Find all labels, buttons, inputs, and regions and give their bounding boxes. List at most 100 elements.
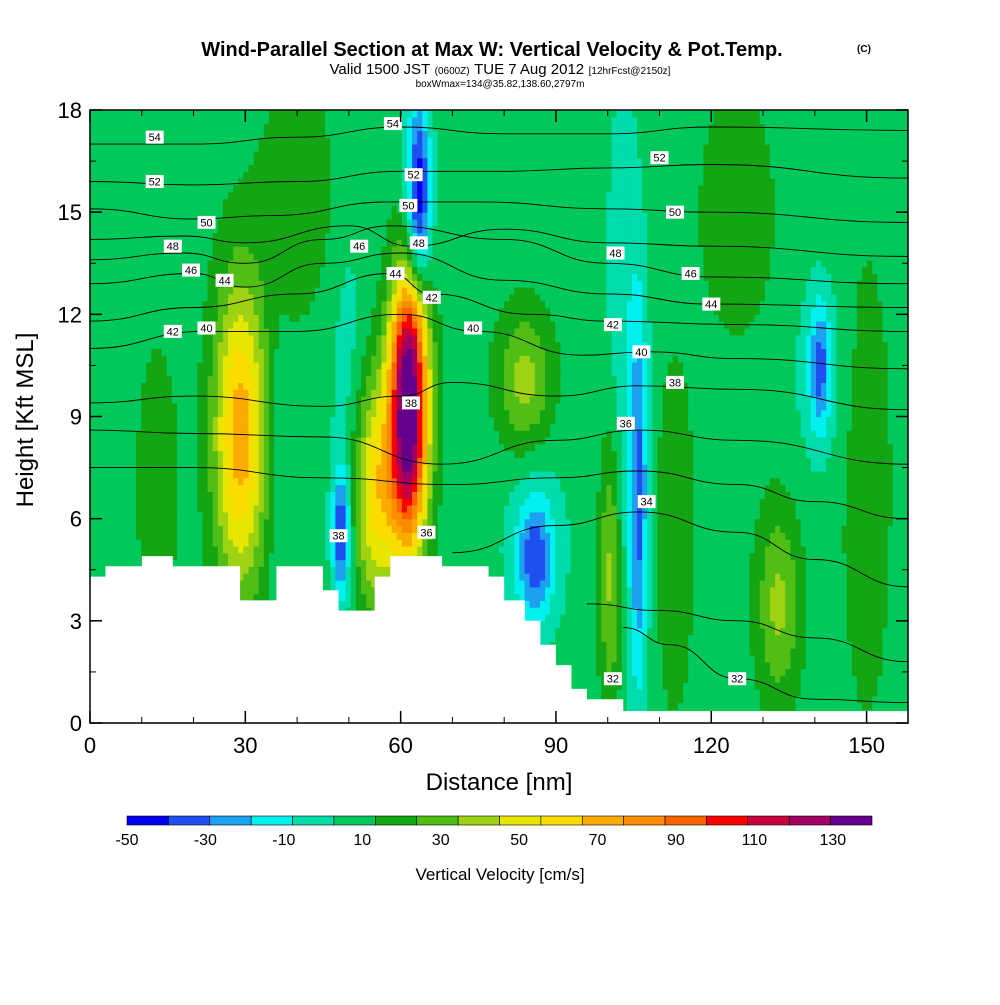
velocity-cell bbox=[207, 348, 214, 356]
velocity-cell bbox=[110, 511, 117, 520]
velocity-cell bbox=[222, 362, 229, 370]
velocity-cell bbox=[228, 321, 234, 329]
velocity-cell bbox=[335, 389, 342, 397]
velocity-cell bbox=[202, 212, 209, 220]
velocity-cell bbox=[161, 525, 168, 533]
velocity-cell bbox=[350, 327, 357, 336]
velocity-cell bbox=[279, 198, 285, 206]
velocity-cell bbox=[110, 484, 117, 493]
velocity-cell bbox=[360, 539, 367, 547]
velocity-cell bbox=[243, 375, 250, 384]
velocity-cell bbox=[320, 314, 326, 322]
velocity-cell bbox=[156, 266, 163, 275]
velocity-cell bbox=[325, 470, 331, 479]
velocity-cell bbox=[228, 239, 234, 247]
velocity-cell bbox=[330, 198, 336, 206]
velocity-cell bbox=[110, 137, 117, 145]
velocity-cell bbox=[294, 225, 301, 234]
velocity-cell bbox=[207, 239, 214, 247]
velocity-cell bbox=[222, 545, 229, 554]
velocity-cell bbox=[141, 239, 147, 247]
velocity-cell bbox=[238, 545, 244, 554]
velocity-cell bbox=[360, 184, 367, 193]
velocity-cell bbox=[284, 348, 290, 356]
velocity-cell bbox=[105, 266, 112, 275]
velocity-cell bbox=[309, 518, 316, 527]
velocity-cell bbox=[100, 123, 106, 132]
velocity-cell bbox=[263, 198, 270, 206]
velocity-cell bbox=[238, 573, 244, 581]
velocity-cell bbox=[166, 484, 173, 493]
velocity-cell bbox=[171, 532, 178, 540]
velocity-cell bbox=[340, 491, 347, 499]
velocity-cell bbox=[95, 218, 101, 227]
velocity-cell bbox=[248, 525, 255, 533]
velocity-cell bbox=[320, 511, 326, 520]
velocity-cell bbox=[171, 436, 178, 445]
velocity-cell bbox=[146, 287, 152, 295]
velocity-cell bbox=[100, 443, 106, 452]
velocity-cell bbox=[243, 225, 250, 234]
velocity-cell bbox=[151, 280, 158, 288]
velocity-cell bbox=[166, 178, 173, 186]
velocity-cell bbox=[360, 327, 367, 336]
velocity-cell bbox=[350, 178, 357, 186]
velocity-cell bbox=[238, 436, 244, 445]
velocity-cell bbox=[304, 382, 311, 390]
velocity-cell bbox=[309, 409, 316, 418]
velocity-cell bbox=[274, 123, 280, 132]
velocity-cell bbox=[289, 341, 296, 349]
velocity-cell bbox=[197, 178, 204, 186]
velocity-cell bbox=[299, 266, 306, 275]
velocity-cell bbox=[253, 150, 260, 159]
velocity-cell bbox=[279, 225, 285, 234]
velocity-cell bbox=[366, 341, 372, 349]
velocity-cell bbox=[222, 464, 229, 472]
velocity-cell bbox=[360, 218, 367, 227]
velocity-cell bbox=[222, 484, 229, 493]
velocity-cell bbox=[146, 198, 152, 206]
velocity-cell bbox=[202, 552, 209, 561]
velocity-cell bbox=[248, 259, 255, 268]
velocity-cell bbox=[345, 600, 352, 608]
velocity-cell bbox=[146, 368, 152, 377]
velocity-cell bbox=[294, 259, 301, 268]
velocity-cell bbox=[248, 280, 255, 288]
velocity-cell bbox=[115, 144, 122, 152]
velocity-cell bbox=[212, 150, 219, 159]
velocity-cell bbox=[125, 307, 132, 315]
velocity-cell bbox=[146, 430, 152, 438]
velocity-cell bbox=[192, 355, 198, 363]
velocity-cell bbox=[182, 416, 188, 424]
velocity-cell bbox=[166, 164, 173, 172]
velocity-cell bbox=[350, 137, 357, 145]
velocity-cell bbox=[125, 191, 132, 200]
velocity-cell bbox=[248, 532, 255, 540]
velocity-cell bbox=[355, 450, 362, 458]
velocity-cell bbox=[263, 259, 270, 268]
velocity-cell bbox=[299, 382, 306, 390]
velocity-cell bbox=[325, 144, 331, 152]
velocity-cell bbox=[217, 341, 224, 349]
velocity-cell bbox=[110, 327, 117, 336]
velocity-cell bbox=[105, 525, 112, 533]
velocity-cell bbox=[258, 382, 265, 390]
velocity-cell bbox=[212, 198, 219, 206]
velocity-cell bbox=[212, 307, 219, 315]
velocity-cell bbox=[330, 239, 336, 247]
velocity-cell bbox=[187, 212, 193, 220]
velocity-cell bbox=[325, 327, 331, 336]
velocity-cell bbox=[314, 457, 321, 465]
velocity-cell bbox=[207, 382, 214, 390]
velocity-cell bbox=[90, 116, 96, 125]
velocity-cell bbox=[197, 457, 204, 465]
velocity-cell bbox=[217, 498, 224, 506]
velocity-cell bbox=[299, 184, 306, 193]
velocity-cell bbox=[171, 218, 178, 227]
velocity-cell bbox=[90, 191, 96, 200]
velocity-cell bbox=[105, 293, 112, 302]
velocity-cell bbox=[248, 573, 255, 581]
velocity-cell bbox=[197, 443, 204, 452]
velocity-cell bbox=[120, 293, 127, 302]
velocity-cell bbox=[309, 110, 316, 118]
